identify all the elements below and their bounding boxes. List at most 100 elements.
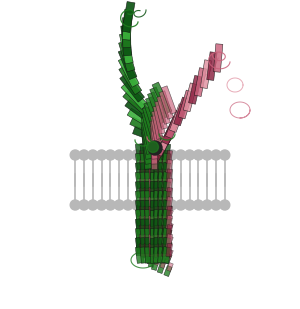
Polygon shape (166, 234, 172, 248)
Polygon shape (118, 41, 135, 72)
Polygon shape (136, 205, 140, 215)
Polygon shape (140, 200, 148, 216)
Circle shape (194, 200, 203, 210)
Polygon shape (144, 206, 150, 219)
Polygon shape (154, 247, 161, 263)
Polygon shape (178, 90, 193, 119)
Polygon shape (144, 225, 150, 238)
Polygon shape (166, 178, 172, 192)
Polygon shape (154, 150, 158, 163)
Polygon shape (169, 104, 186, 132)
Polygon shape (151, 243, 157, 251)
Circle shape (114, 200, 124, 210)
Polygon shape (158, 163, 166, 179)
Polygon shape (162, 218, 171, 235)
Polygon shape (154, 169, 158, 182)
Polygon shape (149, 234, 155, 247)
Polygon shape (161, 86, 177, 114)
Polygon shape (151, 210, 157, 218)
Polygon shape (164, 253, 172, 265)
Polygon shape (149, 206, 155, 219)
Polygon shape (162, 181, 171, 198)
Polygon shape (149, 188, 155, 201)
Polygon shape (140, 159, 146, 173)
Polygon shape (162, 200, 171, 217)
Polygon shape (200, 60, 211, 89)
Polygon shape (154, 234, 158, 247)
Polygon shape (149, 191, 157, 207)
Polygon shape (158, 122, 177, 150)
Polygon shape (154, 153, 161, 170)
Polygon shape (162, 190, 171, 207)
Polygon shape (158, 200, 166, 216)
Polygon shape (147, 214, 154, 225)
Polygon shape (135, 228, 144, 245)
Polygon shape (167, 249, 173, 258)
Circle shape (105, 150, 116, 160)
Polygon shape (155, 128, 175, 156)
Polygon shape (160, 247, 166, 256)
Polygon shape (158, 206, 163, 219)
Polygon shape (121, 25, 132, 56)
Polygon shape (164, 229, 172, 240)
Polygon shape (154, 181, 161, 197)
Polygon shape (162, 243, 168, 257)
Polygon shape (154, 225, 158, 238)
Polygon shape (152, 205, 159, 215)
Polygon shape (154, 243, 158, 256)
Polygon shape (154, 178, 158, 191)
Polygon shape (127, 108, 157, 130)
Polygon shape (154, 188, 158, 201)
Polygon shape (162, 116, 180, 145)
Polygon shape (162, 209, 171, 226)
Polygon shape (142, 231, 147, 241)
Polygon shape (162, 188, 168, 201)
Polygon shape (150, 240, 155, 249)
Polygon shape (140, 188, 146, 201)
Polygon shape (158, 237, 166, 254)
Polygon shape (154, 233, 160, 242)
Polygon shape (162, 160, 168, 173)
Polygon shape (150, 131, 158, 159)
Polygon shape (148, 246, 155, 257)
Polygon shape (150, 121, 160, 149)
Polygon shape (162, 237, 171, 254)
Polygon shape (135, 181, 144, 198)
Polygon shape (142, 205, 147, 215)
Polygon shape (162, 234, 168, 248)
Polygon shape (154, 245, 160, 254)
Polygon shape (160, 210, 166, 218)
Circle shape (70, 200, 80, 210)
Polygon shape (155, 101, 168, 129)
Polygon shape (148, 215, 155, 226)
Polygon shape (157, 251, 165, 262)
Circle shape (70, 150, 80, 160)
Polygon shape (122, 10, 133, 40)
Circle shape (114, 150, 124, 160)
Polygon shape (148, 225, 155, 236)
Polygon shape (141, 122, 154, 154)
Polygon shape (140, 181, 148, 198)
Circle shape (184, 150, 195, 160)
Polygon shape (140, 150, 146, 164)
Polygon shape (149, 210, 157, 226)
Polygon shape (150, 220, 155, 229)
Polygon shape (166, 150, 172, 164)
Polygon shape (138, 218, 142, 226)
Polygon shape (144, 178, 150, 192)
Polygon shape (166, 225, 172, 238)
Polygon shape (146, 232, 152, 243)
Polygon shape (147, 224, 154, 235)
Polygon shape (162, 153, 171, 170)
Polygon shape (148, 92, 166, 124)
Polygon shape (158, 169, 163, 182)
Polygon shape (135, 200, 144, 217)
Polygon shape (159, 91, 173, 119)
Circle shape (220, 200, 230, 210)
Polygon shape (158, 188, 163, 201)
Polygon shape (152, 111, 163, 139)
Polygon shape (142, 222, 147, 232)
Circle shape (158, 200, 168, 210)
Polygon shape (154, 206, 158, 219)
Polygon shape (149, 169, 155, 182)
